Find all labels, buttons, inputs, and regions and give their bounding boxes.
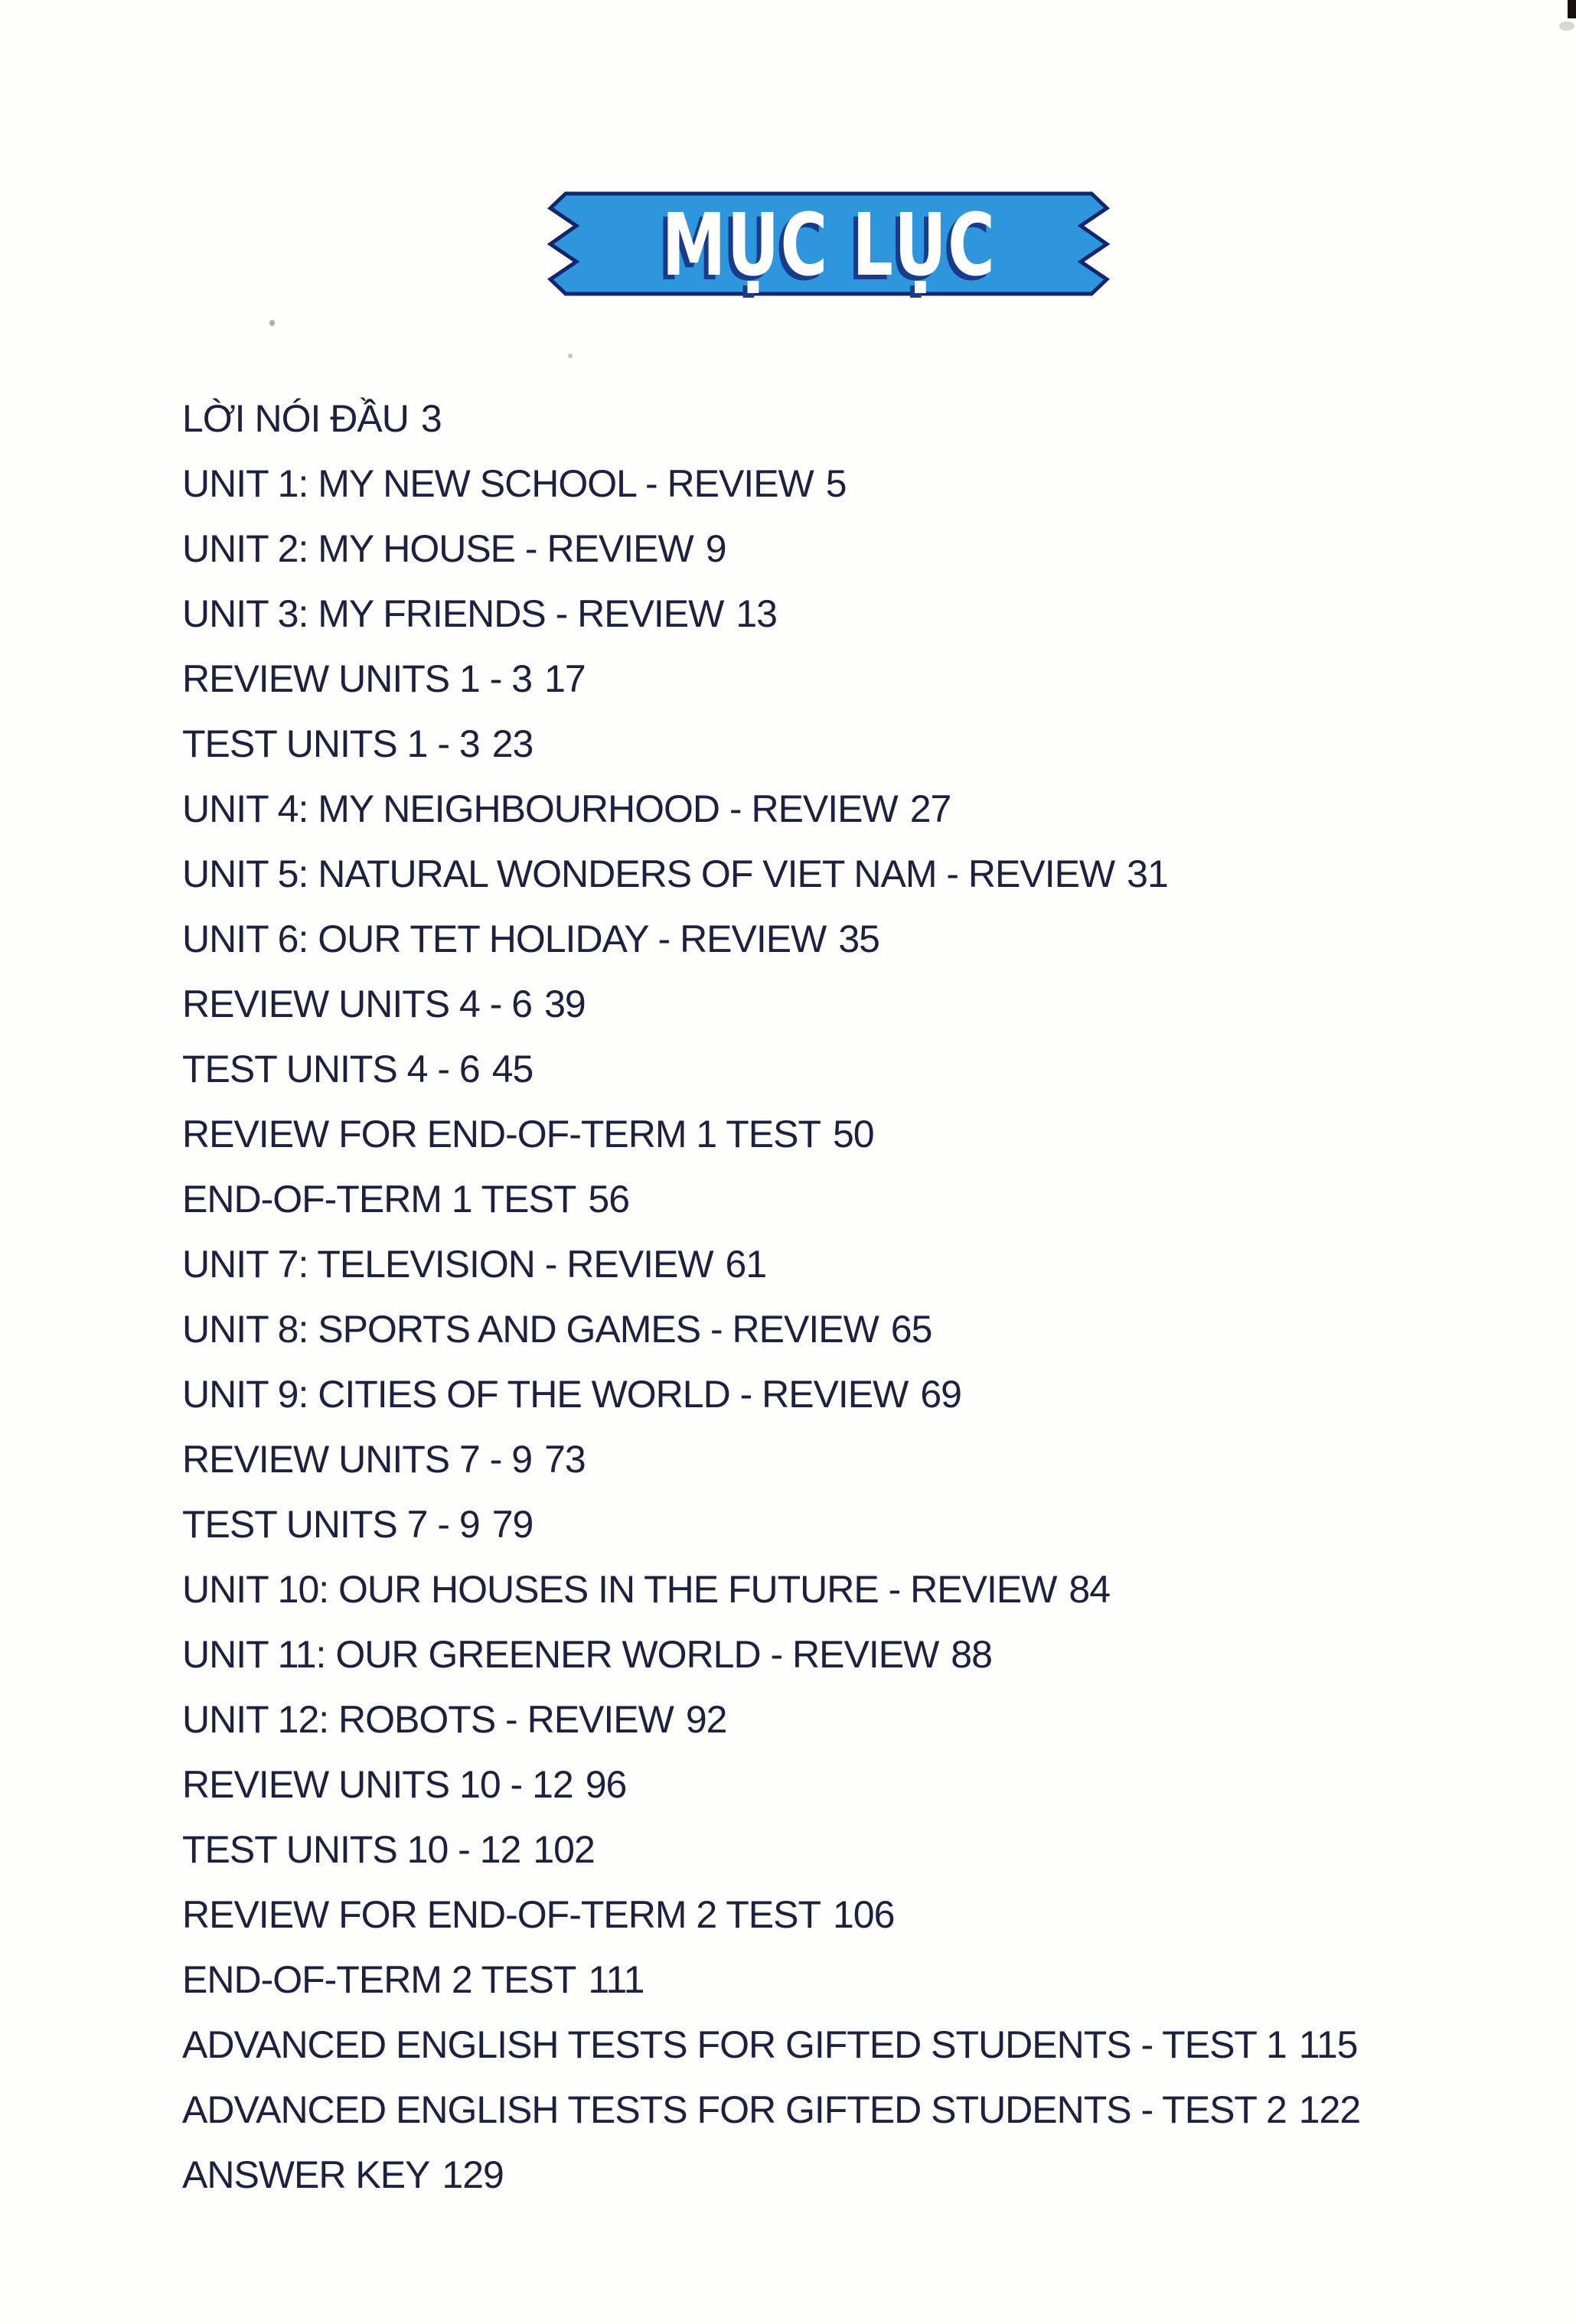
toc-entry-label: REVIEW UNITS 10 - 12 [182,1763,574,1806]
toc-entry-page-number: 9 [705,527,727,570]
toc-entry-label: ADVANCED ENGLISH TESTS FOR GIFTED STUDEN… [182,2088,1287,2131]
toc-entry-page-number: 23 [491,722,534,765]
page-title: MỤC LỤC [662,196,997,295]
toc-entry-label: UNIT 8: SPORTS AND GAMES - REVIEW [182,1308,879,1351]
toc-row: UNIT 3: MY FRIENDS - REVIEW 13 [182,582,1490,647]
toc-entry-label: END-OF-TERM 1 TEST [182,1178,576,1221]
toc-row: TEST UNITS 10 - 12 102 [182,1817,1490,1882]
toc-row: UNIT 11: OUR GREENER WORLD - REVIEW 88 [182,1622,1490,1687]
toc-entry-page-number: 56 [588,1178,630,1221]
toc-row: UNIT 7: TELEVISION - REVIEW 61 [182,1232,1490,1297]
toc-entry-page-number: 79 [491,1503,534,1546]
toc-entry-label: END-OF-TERM 2 TEST [182,1958,576,2001]
toc-entry-label: UNIT 7: TELEVISION - REVIEW [182,1243,714,1286]
toc-entry-page-number: 122 [1298,2088,1361,2131]
banner-title-shadow: MỤC LỤC [657,200,992,298]
toc-row: ADVANCED ENGLISH TESTS FOR GIFTED STUDEN… [182,2078,1490,2143]
toc-entry-label: ANSWER KEY [182,2153,430,2196]
scan-artifact-smudge [1559,21,1574,31]
toc-row: END-OF-TERM 2 TEST 111 [182,1948,1490,2013]
toc-entry-label: UNIT 1: MY NEW SCHOOL - REVIEW [182,462,814,505]
toc-row: UNIT 5: NATURAL WONDERS OF VIET NAM - RE… [182,842,1490,907]
toc-entry-label: LỜI NÓI ĐẦU [182,397,409,440]
toc-row: REVIEW UNITS 1 - 3 17 [182,647,1490,712]
toc-entry-label: UNIT 2: MY HOUSE - REVIEW [182,527,694,570]
toc-row: UNIT 10: OUR HOUSES IN THE FUTURE - REVI… [182,1557,1490,1622]
toc-entry-page-number: 115 [1298,2023,1359,2066]
toc-row: UNIT 6: OUR TET HOLIDAY - REVIEW 35 [182,907,1490,972]
toc-entry-label: UNIT 9: CITIES OF THE WORLD - REVIEW [182,1373,909,1416]
toc-entry-page-number: 31 [1127,852,1169,895]
toc-entry-page-number: 92 [685,1698,728,1741]
toc-entry-page-number: 106 [833,1893,895,1936]
toc-entry-page-number: 13 [736,592,778,635]
toc-row: TEST UNITS 4 - 6 45 [182,1037,1490,1102]
ribbon-shape [547,191,1111,296]
toc-entry-label: TEST UNITS 4 - 6 [182,1048,481,1090]
toc-entry-page-number: 5 [825,462,847,505]
toc-entry-label: UNIT 10: OUR HOUSES IN THE FUTURE - REVI… [182,1568,1057,1611]
toc-row: UNIT 8: SPORTS AND GAMES - REVIEW 65 [182,1297,1490,1362]
toc-row: LỜI NÓI ĐẦU 3 [182,386,1490,451]
toc-entry-page-number: 73 [544,1438,586,1481]
toc-row: END-OF-TERM 1 TEST 56 [182,1167,1490,1232]
toc-row: TEST UNITS 1 - 3 23 [182,712,1490,777]
toc-entry-label: REVIEW UNITS 7 - 9 [182,1438,533,1481]
toc-entry-label: UNIT 3: MY FRIENDS - REVIEW [182,592,724,635]
scan-artifact-corner-mark [1568,0,1576,18]
scan-artifact-speck [568,354,573,358]
toc-entry-label: REVIEW FOR END-OF-TERM 1 TEST [182,1113,821,1155]
toc-entry-page-number: 50 [833,1113,875,1155]
toc-entry-label: UNIT 12: ROBOTS - REVIEW [182,1698,674,1741]
scan-artifact-speck [269,320,275,326]
toc-entry-page-number: 3 [420,397,442,440]
toc-entry-page-number: 69 [920,1373,962,1416]
toc-row: REVIEW UNITS 7 - 9 73 [182,1427,1490,1492]
toc-entry-page-number: 61 [725,1243,768,1286]
toc-entry-label: TEST UNITS 1 - 3 [182,722,481,765]
toc-row: REVIEW UNITS 4 - 6 39 [182,972,1490,1037]
toc-row: UNIT 12: ROBOTS - REVIEW 92 [182,1687,1490,1752]
toc-row: UNIT 2: MY HOUSE - REVIEW 9 [182,517,1490,582]
toc-entry-page-number: 88 [951,1633,993,1676]
toc-entry-page-number: 45 [491,1048,534,1090]
toc-entry-label: UNIT 5: NATURAL WONDERS OF VIET NAM - RE… [182,852,1115,895]
toc-row: ANSWER KEY 129 [182,2143,1490,2208]
toc-entry-label: REVIEW FOR END-OF-TERM 2 TEST [182,1893,821,1936]
toc-row: UNIT 1: MY NEW SCHOOL - REVIEW 5 [182,451,1490,517]
toc-entry-page-number: 96 [585,1763,628,1806]
toc-entry-label: REVIEW UNITS 1 - 3 [182,657,533,700]
toc-entry-page-number: 17 [544,657,586,700]
toc-entry-label: TEST UNITS 10 - 12 [182,1828,521,1871]
toc-entry-label: TEST UNITS 7 - 9 [182,1503,481,1546]
toc-row: UNIT 9: CITIES OF THE WORLD - REVIEW 69 [182,1362,1490,1427]
toc-entry-label: UNIT 6: OUR TET HOLIDAY - REVIEW [182,918,827,960]
toc-entry-page-number: 65 [890,1308,933,1351]
toc-entry-label: UNIT 11: OUR GREENER WORLD - REVIEW [182,1633,939,1676]
toc-entry-page-number: 27 [909,787,952,830]
toc-row: ADVANCED ENGLISH TESTS FOR GIFTED STUDEN… [182,2013,1490,2078]
toc-entry-page-number: 102 [533,1828,595,1871]
toc-row: REVIEW UNITS 10 - 12 96 [182,1752,1490,1817]
toc-entry-page-number: 111 [588,1958,644,2001]
toc-entry-page-number: 129 [442,2153,504,2196]
toc-row: TEST UNITS 7 - 9 79 [182,1492,1490,1557]
toc-list: LỜI NÓI ĐẦU 3 UNIT 1: MY NEW SCHOOL - REVI… [182,386,1490,2208]
toc-banner: MỤC LỤC MỤC LỤC [546,190,1112,298]
toc-entry-label: UNIT 4: MY NEIGHBOURHOOD - REVIEW [182,787,899,830]
toc-row: REVIEW FOR END-OF-TERM 1 TEST 50 [182,1102,1490,1167]
toc-entry-page-number: 84 [1069,1568,1111,1611]
toc-entry-label: REVIEW UNITS 4 - 6 [182,983,533,1025]
toc-entry-page-number: 35 [838,918,880,960]
toc-entry-page-number: 39 [544,983,586,1025]
toc-entry-label: ADVANCED ENGLISH TESTS FOR GIFTED STUDEN… [182,2023,1287,2066]
toc-row: UNIT 4: MY NEIGHBOURHOOD - REVIEW 27 [182,777,1490,842]
toc-row: REVIEW FOR END-OF-TERM 2 TEST 106 [182,1882,1490,1948]
